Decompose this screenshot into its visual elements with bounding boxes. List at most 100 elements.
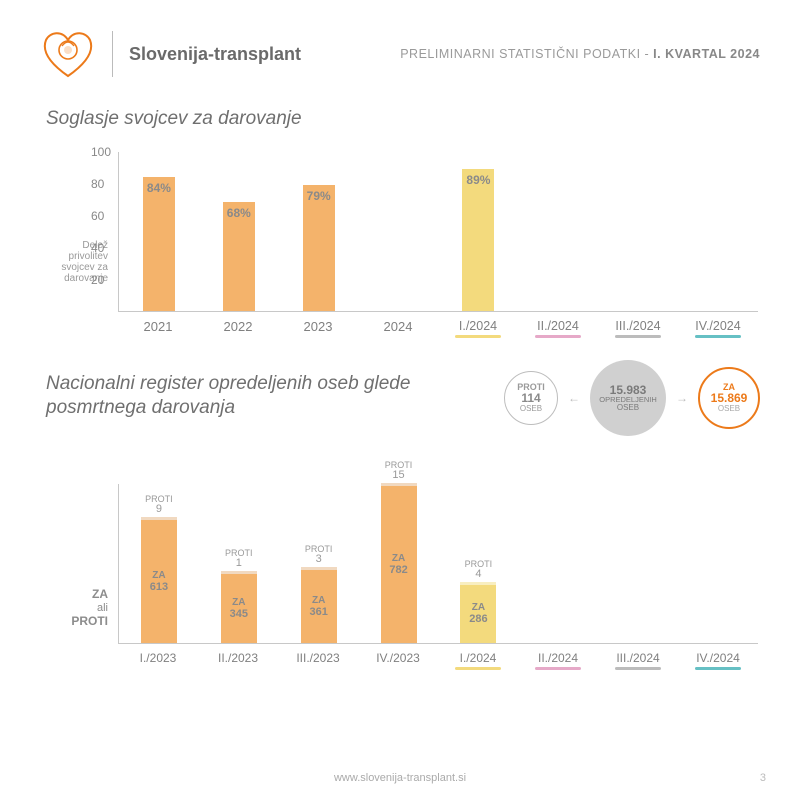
chart2-x-label: III./2024: [598, 648, 678, 670]
header-subtitle: PRELIMINARNI STATISTIČNI PODATKI - I. KV…: [400, 47, 760, 61]
chart1-ytick: 100: [91, 145, 111, 159]
page-header: Slovenija-transplant PRELIMINARNI STATIS…: [40, 28, 760, 80]
chart1-x-label: 2023: [278, 316, 358, 338]
quarter-underline: [535, 335, 581, 338]
chart2-ylabel: ZA ali PROTI: [46, 588, 108, 629]
chart2-wrapper: Nacionalni register opredeljenih oseb gl…: [40, 372, 760, 684]
chart1-bar: 89%: [462, 169, 494, 311]
ylabel-za: ZA: [92, 587, 108, 601]
org-name: Slovenija-transplant: [129, 44, 301, 65]
chart1-ytick: 40: [91, 241, 104, 255]
chart1-x-label: 2024: [358, 316, 438, 338]
chart2-bar-slot: ZA613 PROTI9: [119, 484, 199, 643]
chart2-bar-slot: ZA286 PROTI4: [439, 484, 519, 643]
chart2-bar-slot: [678, 484, 758, 643]
chart1-bar: 68%: [223, 202, 255, 311]
chart1-plot-area: 20406080100 84%68%79%89%: [118, 152, 758, 312]
chart2-stack: ZA286: [460, 582, 496, 642]
chart1-x-axis: 2021202220232024I./2024II./2024III./2024…: [118, 316, 758, 338]
chart1-bar: 84%: [143, 177, 175, 311]
chart1-bar-slot: 89%: [439, 152, 519, 311]
arrow-left-icon: ←: [568, 391, 580, 405]
chart1-title: Soglasje svojcev za darovanje: [46, 108, 760, 130]
chart1-x-label: II./2024: [518, 316, 598, 338]
chart1-bar-slot: [518, 152, 598, 311]
chart2-x-axis: I./2023II./2023III./2023IV./2023I./2024I…: [118, 648, 758, 670]
chart2-za-segment: ZA782: [381, 486, 417, 642]
circle-proti-unit: OSEB: [520, 405, 542, 413]
chart2-x-label: IV./2023: [358, 648, 438, 670]
chart1-bar-slot: [598, 152, 678, 311]
chart2-title: Nacionalni register opredeljenih oseb gl…: [46, 372, 426, 420]
chart1-x-label: 2022: [198, 316, 278, 338]
chart2-stack: ZA613: [141, 517, 177, 643]
ylabel-ali: ali: [97, 602, 108, 614]
chart2-proti-label: PROTI3: [305, 545, 333, 565]
page-number: 3: [760, 772, 766, 784]
chart1-x-label: III./2024: [598, 316, 678, 338]
circle-za: ZA 15.869 OSEB: [698, 367, 760, 429]
chart1-bar-label: 79%: [307, 189, 331, 203]
chart2-proti-label: PROTI15: [385, 461, 413, 481]
chart2-stack: ZA782: [381, 483, 417, 642]
footer-url: www.slovenija-transplant.si: [0, 772, 800, 784]
chart1-bar-slot: 68%: [199, 152, 279, 311]
chart2-x-label: IV./2024: [678, 648, 758, 670]
chart2-plot-area: ZA613PROTI9ZA345PROTI1ZA361PROTI3ZA782PR…: [118, 484, 758, 644]
circle-proti: PROTI 114 OSEB: [504, 371, 558, 425]
logo-block: Slovenija-transplant: [40, 28, 301, 80]
circle-za-value: 15.869: [711, 392, 748, 405]
chart2-proti-label: PROTI9: [145, 495, 173, 515]
chart1-bar-label: 84%: [147, 181, 171, 195]
chart1-ytick: 20: [91, 273, 104, 287]
quarter-underline: [535, 667, 581, 670]
quarter-underline: [455, 667, 501, 670]
chart1-bar-slot: 79%: [279, 152, 359, 311]
quarter-underline: [455, 335, 501, 338]
chart1-bar-slot: [678, 152, 758, 311]
chart1-bar-slot: [359, 152, 439, 311]
chart2-za-segment: ZA345: [221, 574, 257, 643]
chart1-x-label: IV./2024: [678, 316, 758, 338]
chart2-za-segment: ZA613: [141, 520, 177, 643]
circle-za-unit: OSEB: [718, 405, 740, 413]
chart2-proti-label: PROTI1: [225, 549, 253, 569]
chart2-bar-slot: [598, 484, 678, 643]
chart1-ytick: 60: [91, 209, 104, 223]
chart2-x-label: III./2023: [278, 648, 358, 670]
heart-logo-icon: [40, 28, 96, 80]
chart2-stack: ZA345: [221, 571, 257, 643]
chart2-x-label: I./2023: [118, 648, 198, 670]
chart2-x-label: II./2024: [518, 648, 598, 670]
chart2-za-segment: ZA361: [301, 570, 337, 642]
quarter-underline: [615, 335, 661, 338]
chart1-consent-rate: Delež privolitev svojcev za darovanje 20…: [46, 144, 760, 354]
chart2-bar-slot: ZA345 PROTI1: [199, 484, 279, 643]
circle-total-unit: OSEB: [617, 404, 639, 412]
chart2-register: ZA ali PROTI ZA613 PROTI9 ZA345 PROTI1 ZA361…: [46, 484, 760, 684]
chart2-bar-slot: ZA782PROTI15: [359, 484, 439, 643]
chart1-bar-slot: 84%: [119, 152, 199, 311]
chart1-ytick: 80: [91, 177, 104, 191]
header-divider: [112, 31, 113, 77]
chart1-bar-label: 68%: [227, 206, 251, 220]
chart2-bar-slot: [518, 484, 598, 643]
chart2-proti-label: PROTI4: [465, 560, 493, 580]
chart1-bar-label: 89%: [466, 173, 490, 187]
chart2-x-label: II./2023: [198, 648, 278, 670]
ylabel-proti: PROTI: [71, 614, 108, 628]
summary-circles: PROTI 114 OSEB ← 15.983 OPREDELJENIH OSE…: [504, 360, 760, 436]
circle-total: 15.983 OPREDELJENIH OSEB: [590, 360, 666, 436]
quarter-underline: [695, 335, 741, 338]
quarter-underline: [695, 667, 741, 670]
chart2-bar-slot: ZA361 PROTI3: [279, 484, 359, 643]
chart1-x-label: 2021: [118, 316, 198, 338]
subtitle-quarter: I. KVARTAL 2024: [653, 47, 760, 61]
chart1-bar: 79%: [303, 185, 335, 311]
arrow-right-icon: →: [676, 391, 688, 405]
chart1-x-label: I./2024: [438, 316, 518, 338]
circle-proti-value: 114: [521, 392, 540, 405]
quarter-underline: [615, 667, 661, 670]
chart2-za-segment: ZA286: [460, 585, 496, 642]
subtitle-prefix: PRELIMINARNI STATISTIČNI PODATKI -: [400, 47, 653, 61]
